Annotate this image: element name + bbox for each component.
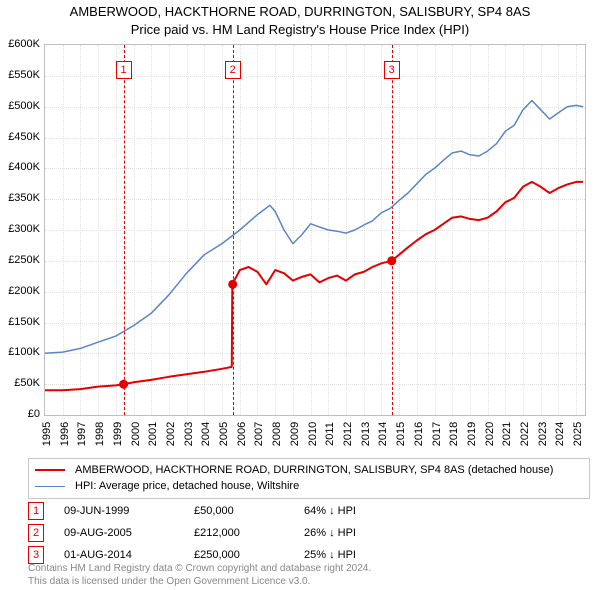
footer-line1: Contains HM Land Registry data © Crown c…	[28, 563, 590, 576]
chart-title-line2: Price paid vs. HM Land Registry's House …	[0, 22, 600, 37]
footer-line2: This data is licensed under the Open Gov…	[28, 576, 590, 589]
event-vline-badge: 2	[225, 61, 241, 79]
event-date: 09-JUN-1999	[64, 505, 194, 517]
y-axis-tick-label: £600K	[8, 38, 40, 50]
series-marker	[387, 256, 396, 265]
x-axis-tick-label: 2007	[253, 422, 265, 446]
x-axis-tick-label: 2018	[448, 422, 460, 446]
x-axis-tick-label: 1998	[94, 422, 106, 446]
x-axis-tick-label: 2010	[307, 422, 319, 446]
x-axis-tick-label: 2001	[147, 422, 159, 446]
event-diff: 25% ↓ HPI	[304, 549, 590, 561]
x-axis-tick-label: 2015	[395, 422, 407, 446]
event-list: 1 09-JUN-1999 £50,000 64% ↓ HPI 2 09-AUG…	[28, 500, 590, 566]
x-axis-tick-label: 2022	[519, 422, 531, 446]
event-vline-badge: 3	[384, 61, 400, 79]
chart-lines	[45, 45, 585, 415]
x-axis-tick-label: 2009	[289, 422, 301, 446]
y-axis-tick-label: £300K	[8, 223, 40, 235]
x-axis-tick-label: 2016	[413, 422, 425, 446]
legend-label: AMBERWOOD, HACKTHORNE ROAD, DURRINGTON, …	[75, 464, 553, 476]
legend-swatch	[35, 469, 65, 471]
event-row: 1 09-JUN-1999 £50,000 64% ↓ HPI	[28, 500, 590, 522]
x-axis-tick-label: 2012	[342, 422, 354, 446]
series-price_paid	[45, 182, 583, 390]
x-axis-tick-label: 2008	[271, 422, 283, 446]
event-badge: 3	[28, 546, 44, 564]
event-date: 09-AUG-2005	[64, 527, 194, 539]
event-row: 2 09-AUG-2005 £212,000 26% ↓ HPI	[28, 522, 590, 544]
y-axis-tick-label: £250K	[8, 254, 40, 266]
legend-item-price-paid: AMBERWOOD, HACKTHORNE ROAD, DURRINGTON, …	[35, 462, 583, 478]
x-axis-tick-label: 2000	[130, 422, 142, 446]
x-axis-tick-label: 2003	[183, 422, 195, 446]
y-axis-tick-label: £50K	[14, 377, 40, 389]
event-diff: 26% ↓ HPI	[304, 527, 590, 539]
x-axis-tick-label: 2011	[324, 422, 336, 446]
series-marker	[119, 380, 128, 389]
event-price: £212,000	[194, 527, 304, 539]
y-axis-tick-label: £450K	[8, 131, 40, 143]
x-axis-tick-label: 2020	[484, 422, 496, 446]
x-axis-tick-label: 2017	[431, 422, 443, 446]
event-badge: 1	[28, 502, 44, 520]
x-axis-tick-label: 1995	[41, 422, 53, 446]
event-price: £250,000	[194, 549, 304, 561]
series-hpi	[45, 101, 583, 354]
legend-swatch	[35, 486, 65, 487]
y-axis-tick-label: £100K	[8, 346, 40, 358]
x-axis-tick-label: 2025	[572, 422, 584, 446]
event-diff: 64% ↓ HPI	[304, 505, 590, 517]
y-axis-tick-label: £0	[28, 408, 40, 420]
x-axis-tick-label: 2021	[501, 422, 513, 446]
plot-area: 1 2 3	[44, 44, 586, 416]
x-axis-tick-label: 2004	[200, 422, 212, 446]
y-axis-tick-label: £200K	[8, 285, 40, 297]
x-axis-tick-label: 2014	[377, 422, 389, 446]
y-axis-tick-label: £350K	[8, 192, 40, 204]
chart-title-line1: AMBERWOOD, HACKTHORNE ROAD, DURRINGTON, …	[0, 4, 600, 19]
y-axis-tick-label: £400K	[8, 161, 40, 173]
legend-label: HPI: Average price, detached house, Wilt…	[75, 480, 299, 492]
series-marker	[228, 280, 237, 289]
event-price: £50,000	[194, 505, 304, 517]
chart-container: AMBERWOOD, HACKTHORNE ROAD, DURRINGTON, …	[0, 0, 600, 590]
y-axis-tick-label: £550K	[8, 69, 40, 81]
x-axis-tick-label: 1996	[59, 422, 71, 446]
x-axis-tick-label: 2002	[165, 422, 177, 446]
x-axis-tick-label: 2024	[554, 422, 566, 446]
x-axis-tick-label: 2013	[360, 422, 372, 446]
x-axis-tick-label: 2005	[218, 422, 230, 446]
x-axis-tick-label: 1997	[76, 422, 88, 446]
event-date: 01-AUG-2014	[64, 549, 194, 561]
y-axis-tick-label: £150K	[8, 316, 40, 328]
x-axis-tick-label: 2006	[236, 422, 248, 446]
y-axis-tick-label: £500K	[8, 100, 40, 112]
legend-box: AMBERWOOD, HACKTHORNE ROAD, DURRINGTON, …	[28, 458, 590, 499]
x-axis-labels: 1995 1996 1997 1998 1999 2000 2001 2002 2003 2004…	[44, 416, 584, 460]
event-vline-badge: 1	[116, 61, 132, 79]
x-axis-tick-label: 1999	[112, 422, 124, 446]
legend-item-hpi: HPI: Average price, detached house, Wilt…	[35, 478, 583, 494]
event-badge: 2	[28, 524, 44, 542]
x-axis-tick-label: 2019	[466, 422, 478, 446]
footer-note: Contains HM Land Registry data © Crown c…	[28, 563, 590, 588]
x-axis-tick-label: 2023	[537, 422, 549, 446]
